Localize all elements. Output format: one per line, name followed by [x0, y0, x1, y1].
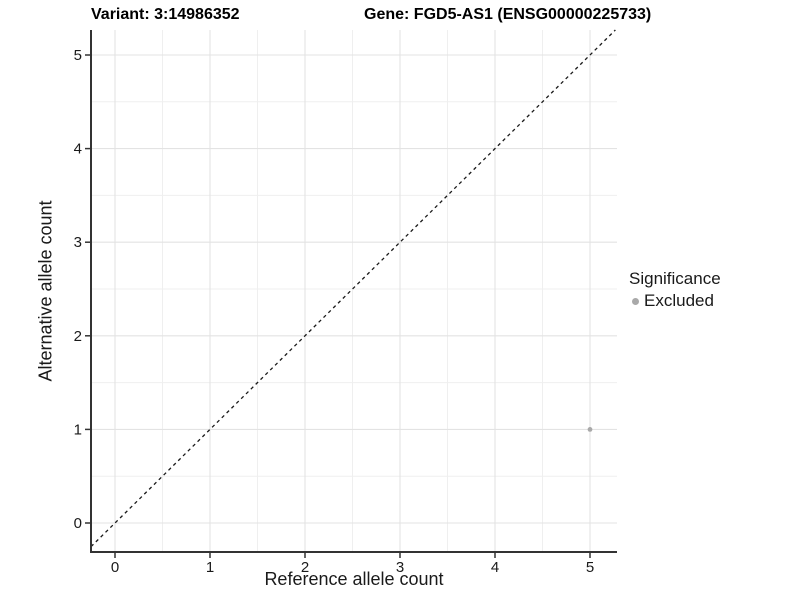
- x-tick-label: 5: [586, 559, 594, 576]
- x-tick-label: 3: [396, 559, 404, 576]
- legend-item-excluded: Excluded: [629, 291, 721, 311]
- y-axis-title: Alternative allele count: [35, 200, 56, 382]
- gene-title: Gene: FGD5-AS1 (ENSG00000225733): [364, 6, 652, 23]
- x-axis-title: Reference allele count: [264, 569, 444, 589]
- x-tick-label: 1: [206, 559, 214, 576]
- y-tick-label: 4: [74, 141, 82, 158]
- y-tick-label: 3: [74, 234, 82, 251]
- y-tick-label: 2: [74, 328, 82, 345]
- y-tick-label: 5: [74, 47, 82, 64]
- legend: Significance Excluded: [629, 269, 721, 311]
- x-tick-label: 2: [301, 559, 309, 576]
- y-tick-label: 1: [74, 421, 82, 438]
- legend-title: Significance: [629, 269, 721, 288]
- identity-line: [90, 29, 616, 548]
- x-tick-label: 0: [111, 559, 119, 576]
- x-tick-label: 4: [491, 559, 499, 576]
- y-tick-label: 0: [74, 515, 82, 532]
- legend-item-label: Excluded: [644, 291, 714, 310]
- data-point: [587, 427, 593, 432]
- variant-title: Variant: 3:14986352: [91, 6, 240, 23]
- excluded-point-swatch: [632, 297, 639, 305]
